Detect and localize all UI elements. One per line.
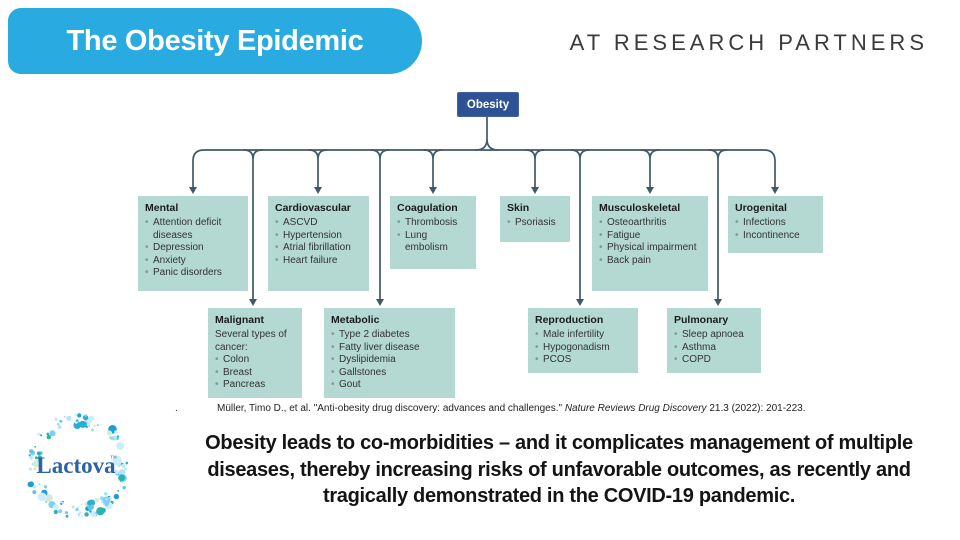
logo-dots-icon	[27, 413, 129, 518]
citation: . Müller, Timo D., et al. "Anti-obesity …	[175, 403, 806, 414]
box-item: Gout	[331, 379, 448, 392]
branch-line	[370, 149, 390, 300]
box-item: Back pain	[599, 255, 701, 268]
key-message: Obesity leads to co-morbidities – and it…	[205, 432, 913, 508]
arrow-icon	[376, 299, 384, 306]
box-item: Hypogonadism	[535, 342, 631, 355]
box-item: Asthma	[674, 342, 754, 355]
trademark-icon: ™	[110, 454, 117, 462]
box-item: Atrial fibrillation	[275, 242, 362, 255]
arrow-icon	[576, 299, 584, 306]
brand-text: AT RESEARCH PARTNERS	[569, 30, 928, 55]
branch-line	[708, 149, 728, 300]
arrow-icon	[531, 187, 539, 194]
rail-line	[192, 149, 776, 188]
comorbidity-box-musculoskeletal: Musculoskeletal Osteoarthritis Fatigue P…	[592, 196, 708, 291]
comorbidity-box-malignant: Malignant Several types of cancer: Colon…	[208, 308, 302, 398]
arrow-icon	[771, 187, 779, 194]
box-item: Psoriasis	[507, 217, 563, 230]
box-item: ASCVD	[275, 217, 362, 230]
box-item: Fatigue	[599, 230, 701, 243]
branch-line	[525, 149, 545, 188]
trunk-line	[475, 114, 499, 151]
box-item: Osteoarthritis	[599, 217, 701, 230]
comorbidity-box-cardiovascular: Cardiovascular ASCVD Hypertension Atrial…	[268, 196, 369, 291]
box-item: Infections	[735, 217, 816, 230]
citation-journal: Nature Reviews Drug Discovery	[564, 403, 707, 414]
branch-line	[423, 149, 443, 188]
box-item: Physical impairment	[599, 242, 701, 255]
box-item: Dyslipidemia	[331, 354, 448, 367]
box-item: Colon	[215, 354, 295, 367]
branch-line	[570, 149, 590, 300]
box-title: Mental	[145, 202, 179, 214]
box-item: Incontinence	[735, 230, 816, 243]
box-item: COPD	[674, 354, 754, 367]
box-title: Coagulation	[397, 202, 458, 214]
slide-title: The Obesity Epidemic	[66, 24, 364, 57]
comorbidity-box-coagulation: Coagulation Thrombosis Lung embolism	[390, 196, 476, 269]
box-title: Musculoskeletal	[599, 202, 681, 214]
citation-text: Müller, Timo D., et al. "Anti-obesity dr…	[217, 403, 806, 414]
box-item: Heart failure	[275, 255, 362, 268]
branch-line	[308, 149, 328, 188]
box-title: Pulmonary	[674, 314, 729, 326]
box-title: Urogenital	[735, 202, 787, 214]
arrow-icon	[714, 299, 722, 306]
box-item: Gallstones	[331, 367, 448, 380]
box-item: Attention deficit diseases	[145, 217, 241, 242]
box-title: Cardiovascular	[275, 202, 351, 214]
branch-line	[640, 149, 660, 188]
box-item: Fatty liver disease	[331, 342, 448, 355]
lactova-logo: Lactova ™	[14, 402, 142, 530]
arrow-icon	[189, 187, 197, 194]
box-item: Thrombosis	[397, 217, 469, 230]
box-item: Depression	[145, 242, 241, 255]
citation-leading-dot: .	[175, 403, 178, 414]
logo-wordmark: Lactova	[36, 453, 116, 478]
arrow-icon	[429, 187, 437, 194]
box-item: Type 2 diabetes	[331, 329, 448, 342]
box-item: Lung embolism	[397, 230, 469, 255]
citation-authors: Müller, Timo D., et al. "Anti-obesity dr…	[217, 403, 565, 414]
box-item: Male infertility	[535, 329, 631, 342]
obesity-root-node: Obesity	[457, 92, 519, 117]
citation-issue: 21.3 (2022): 201-223.	[706, 403, 806, 414]
header-banner: The Obesity Epidemic	[8, 8, 422, 74]
comorbidity-box-pulmonary: Pulmonary Sleep apnoea Asthma COPD	[667, 308, 761, 373]
box-subtitle: Several types of cancer:	[215, 329, 287, 353]
comorbidity-box-skin: Skin Psoriasis	[500, 196, 570, 242]
comorbidity-box-metabolic: Metabolic Type 2 diabetes Fatty liver di…	[324, 308, 455, 398]
box-item: Pancreas	[215, 379, 295, 392]
box-title: Reproduction	[535, 314, 604, 326]
arrow-icon	[646, 187, 654, 194]
box-item: Breast	[215, 367, 295, 380]
box-item: Sleep apnoea	[674, 329, 754, 342]
comorbidity-box-reproduction: Reproduction Male infertility Hypogonadi…	[528, 308, 638, 373]
box-title: Malignant	[215, 314, 264, 326]
box-title: Skin	[507, 202, 530, 214]
box-title: Metabolic	[331, 314, 380, 326]
box-item: PCOS	[535, 354, 631, 367]
box-item: Anxiety	[145, 255, 241, 268]
arrow-icon	[249, 299, 257, 306]
comorbidity-box-mental: Mental Attention deficit diseases Depres…	[138, 196, 248, 291]
comorbidity-box-urogenital: Urogenital Infections Incontinence	[728, 196, 823, 253]
arrow-icon	[314, 187, 322, 194]
box-item: Panic disorders	[145, 267, 241, 280]
box-item: Hypertension	[275, 230, 362, 243]
